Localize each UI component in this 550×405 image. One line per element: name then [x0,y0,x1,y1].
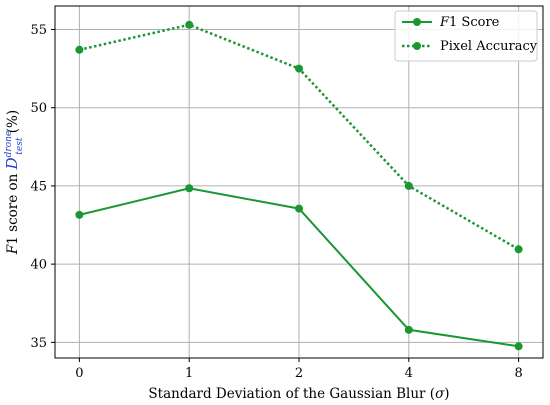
x-tick-label: 1 [185,366,193,381]
y-tick-label: 55 [30,23,47,38]
x-tick-label: 2 [295,366,303,381]
legend-label-f1-score: F1 Score [439,15,500,30]
data-point [295,64,303,73]
data-point [514,342,523,351]
data-point [75,45,84,54]
data-point [185,20,194,29]
series-layer [75,20,523,351]
legend-label-pixel-accuracy: Pixel Accuracy [440,39,538,54]
x-tick-label: 8 [514,366,522,381]
y-axis: 35 40 45 50 55 [30,23,55,351]
legend: F1 Score Pixel Accuracy [394,10,538,62]
y-tick-label: 35 [30,336,47,351]
x-axis-label: Standard Deviation of the Gaussian Blur … [148,386,449,402]
y-tick-label: 45 [30,179,47,194]
data-point [295,204,303,213]
legend-box [394,10,538,62]
y-tick-label: 50 [30,101,47,116]
legend-marker-f1-score [413,18,421,26]
x-tick-label: 0 [75,366,83,381]
x-axis: 0 1 2 4 8 [75,358,523,381]
legend-marker-pixel-accuracy [413,42,421,50]
x-tick-label: 4 [405,366,413,381]
y-tick-label: 40 [30,258,47,273]
y-axis-label: F1 score on Ddronetest (%) [3,110,25,255]
data-point [185,184,194,193]
data-point [404,181,413,190]
data-point [514,245,523,254]
data-point [75,210,84,219]
data-point [404,325,413,334]
